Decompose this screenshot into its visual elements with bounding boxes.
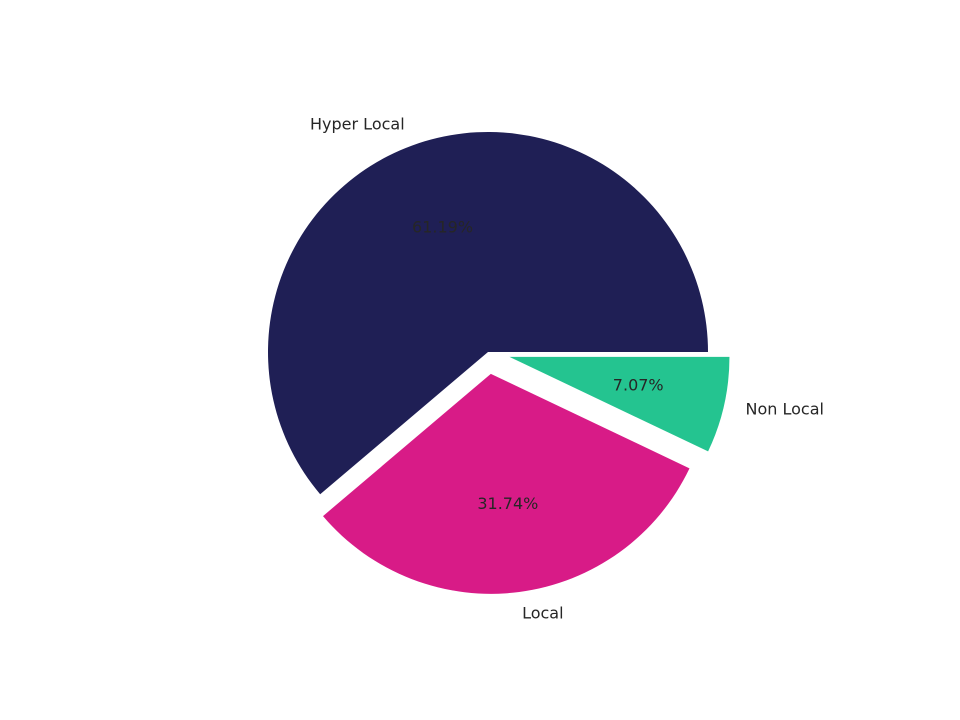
slice-label: Hyper Local bbox=[310, 114, 405, 133]
pie-slice bbox=[323, 373, 690, 594]
slice-label: Local bbox=[522, 603, 563, 622]
percent-label: 61.19% bbox=[412, 218, 473, 237]
percent-label: 7.07% bbox=[613, 375, 664, 394]
pie-slice bbox=[267, 131, 708, 495]
percent-label: 31.74% bbox=[477, 494, 538, 513]
slice-label: Non Local bbox=[746, 400, 824, 419]
pie-slice bbox=[509, 356, 730, 452]
